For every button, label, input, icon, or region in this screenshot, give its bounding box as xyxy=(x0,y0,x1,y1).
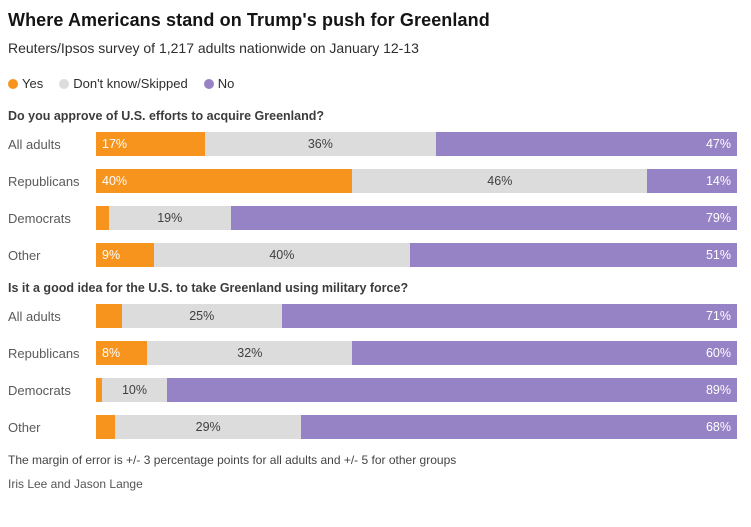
legend: Yes Don't know/Skipped No xyxy=(8,76,737,91)
chart-approve-rows: All adults 17% 36% 47% Republicans 40% 46% 14% D… xyxy=(8,132,737,267)
chart-military-force: Is it a good idea for the U.S. to take G… xyxy=(8,281,737,439)
bar-segment-no: 14% xyxy=(647,169,737,193)
bar-row: Democrats 19% 79% xyxy=(8,206,737,230)
value-label: 79% xyxy=(705,210,731,225)
value-label: 46% xyxy=(487,173,513,188)
bar-track: 25% 71% xyxy=(96,304,737,328)
bar-segment-yes: 9% xyxy=(96,243,154,267)
bar-segment-yes: 8% xyxy=(96,341,148,365)
category-label: Republicans xyxy=(8,173,80,189)
value-label: 14% xyxy=(705,173,731,188)
bar-segment-yes xyxy=(96,206,109,230)
category-label: All adults xyxy=(8,136,61,152)
chart-approve: Do you approve of U.S. efforts to acquir… xyxy=(8,109,737,267)
legend-dot-icon xyxy=(203,78,214,89)
bar-segment-no: 89% xyxy=(166,378,737,402)
bar-segment-no: 51% xyxy=(410,243,737,267)
category-label: Democrats xyxy=(8,210,71,226)
value-label: 36% xyxy=(307,136,333,151)
legend-item: Yes xyxy=(8,76,43,91)
bar-row: Other 29% 68% xyxy=(8,415,737,439)
bar-segment-no: 71% xyxy=(281,304,737,328)
bar-segment-yes xyxy=(96,415,116,439)
legend-item: No xyxy=(203,76,235,91)
bar-track: 10% 89% xyxy=(96,378,737,402)
bar-segment-yes xyxy=(96,304,122,328)
bar-track: 9% 40% 51% xyxy=(96,243,737,267)
category-label: Republicans xyxy=(8,345,80,361)
bar-segment-dontknow: 29% xyxy=(115,415,302,439)
value-label: 9% xyxy=(102,247,121,262)
value-label: 32% xyxy=(237,345,263,360)
bar-track: 17% 36% 47% xyxy=(96,132,737,156)
legend-label: Don't know/Skipped xyxy=(73,76,188,91)
value-label: 71% xyxy=(705,308,731,323)
bar-segment-dontknow: 40% xyxy=(153,243,411,267)
legend-item: Don't know/Skipped xyxy=(59,76,188,91)
bar-row: Other 9% 40% 51% xyxy=(8,243,737,267)
legend-dot-icon xyxy=(8,78,18,89)
category-label: Other xyxy=(8,247,41,263)
value-label: 19% xyxy=(157,210,183,225)
page-subtitle: Reuters/Ipsos survey of 1,217 adults nat… xyxy=(8,40,419,56)
bar-row: Republicans 40% 46% 14% xyxy=(8,169,737,193)
value-label: 60% xyxy=(705,345,731,360)
bar-track: 8% 32% 60% xyxy=(96,341,737,365)
value-label: 68% xyxy=(705,419,731,434)
bar-segment-dontknow: 46% xyxy=(352,169,648,193)
bar-row: All adults 25% 71% xyxy=(8,304,737,328)
value-label: 29% xyxy=(195,419,221,434)
bar-segment-yes: 40% xyxy=(96,169,353,193)
value-label: 89% xyxy=(705,382,731,397)
footnote: The margin of error is +/- 3 percentage … xyxy=(8,453,457,467)
chart-military-force-title: Is it a good idea for the U.S. to take G… xyxy=(8,281,409,295)
bar-track: 29% 68% xyxy=(96,415,737,439)
bar-segment-dontknow: 19% xyxy=(108,206,231,230)
value-label: 17% xyxy=(102,136,128,151)
byline: Iris Lee and Jason Lange xyxy=(8,477,143,491)
bar-track: 19% 79% xyxy=(96,206,737,230)
bar-segment-yes xyxy=(96,378,103,402)
bar-segment-no: 60% xyxy=(352,341,737,365)
bar-segment-yes: 17% xyxy=(96,132,205,156)
bar-segment-dontknow: 32% xyxy=(147,341,353,365)
page-title: Where Americans stand on Trump's push fo… xyxy=(8,10,490,30)
value-label: 51% xyxy=(705,247,731,262)
bar-segment-no: 47% xyxy=(435,132,737,156)
value-label: 10% xyxy=(121,382,147,397)
category-label: Other xyxy=(8,419,41,435)
category-label: All adults xyxy=(8,308,61,324)
bar-segment-dontknow: 25% xyxy=(121,304,282,328)
bar-segment-no: 79% xyxy=(230,206,737,230)
legend-label: No xyxy=(217,76,235,91)
category-label: Democrats xyxy=(8,382,71,398)
bar-row: Democrats 10% 89% xyxy=(8,378,737,402)
chart-military-force-rows: All adults 25% 71% Republicans 8% 32% 60% Democ… xyxy=(8,304,737,439)
value-label: 40% xyxy=(102,173,128,188)
chart-approve-title: Do you approve of U.S. efforts to acquir… xyxy=(8,109,325,123)
bar-row: All adults 17% 36% 47% xyxy=(8,132,737,156)
bar-segment-dontknow: 36% xyxy=(204,132,436,156)
value-label: 8% xyxy=(102,345,121,360)
value-label: 47% xyxy=(705,136,731,151)
legend-dot-icon xyxy=(59,78,70,89)
bar-row: Republicans 8% 32% 60% xyxy=(8,341,737,365)
legend-label: Yes xyxy=(22,76,44,91)
bar-segment-no: 68% xyxy=(301,415,737,439)
value-label: 25% xyxy=(189,308,215,323)
bar-track: 40% 46% 14% xyxy=(96,169,737,193)
value-label: 40% xyxy=(269,247,295,262)
bar-segment-dontknow: 10% xyxy=(102,378,167,402)
